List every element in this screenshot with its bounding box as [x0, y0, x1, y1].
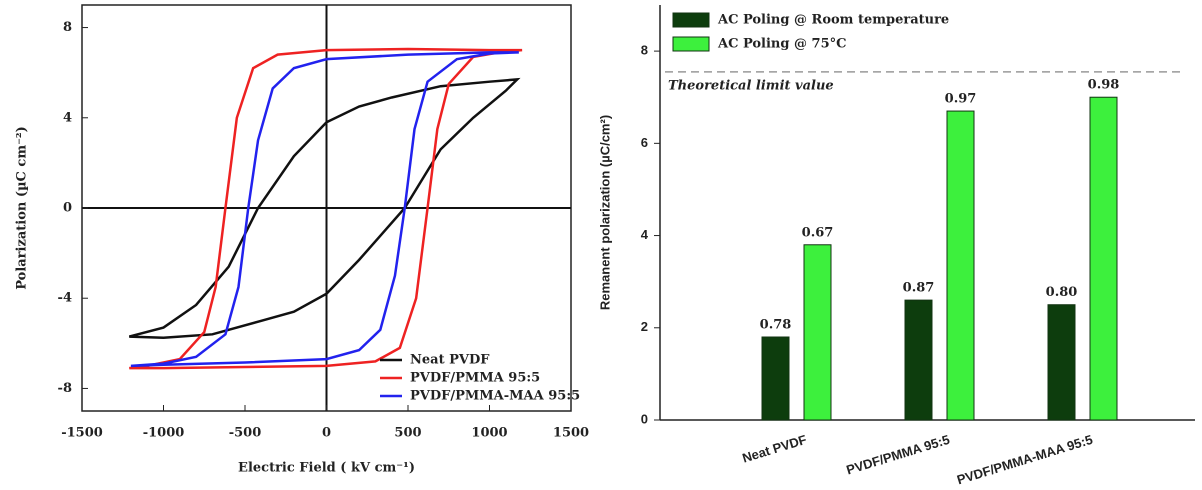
y-tick-label: 8 — [641, 43, 648, 58]
y-tick-label: 2 — [641, 319, 648, 334]
x-tick-label: PVDF/PMMA-MAA 95:5 — [955, 432, 1094, 488]
bar — [946, 110, 975, 421]
y-tick-label: -4 — [58, 291, 72, 306]
bar — [1047, 304, 1076, 421]
x-tick-label: -1500 — [61, 426, 103, 441]
x-tick-label: PVDF/PMMA 95:5 — [845, 432, 952, 478]
bar-annotation: 0.87 — [903, 281, 935, 296]
y-tick-label: 4 — [63, 110, 72, 125]
y-tick-label: 4 — [641, 227, 649, 242]
x-tick-label: 1000 — [471, 426, 507, 441]
bar-annotation: 0.98 — [1088, 78, 1120, 93]
bar — [803, 244, 832, 421]
legend-label: PVDF/PMMA 95:5 — [410, 371, 540, 386]
reference-label: Theoretical limit value — [668, 78, 834, 93]
legend-swatch — [672, 36, 710, 52]
y-tick-label: -8 — [58, 381, 72, 396]
x-tick-label: 1500 — [553, 426, 589, 441]
y-tick-label: 8 — [63, 20, 72, 35]
hysteresis-loop — [130, 51, 519, 368]
hysteresis-loop — [129, 47, 523, 370]
legend-label: PVDF/PMMA-MAA 95:5 — [410, 389, 580, 404]
y-tick-label: 0 — [641, 411, 648, 426]
legend-label: AC Poling @ Room temperature — [717, 13, 949, 28]
hysteresis-loop — [128, 77, 521, 339]
x-tick-label: Neat PVDF — [740, 432, 808, 466]
bar-annotation: 0.80 — [1046, 285, 1078, 300]
bar-annotation: 0.67 — [802, 225, 834, 240]
bar — [1089, 96, 1118, 421]
x-tick-label: 0 — [322, 426, 331, 441]
bar-annotation: 0.78 — [760, 318, 792, 333]
x-tick-label: -500 — [229, 426, 262, 441]
legend-label: AC Poling @ 75°C — [717, 37, 846, 52]
x-tick-label: -1000 — [143, 426, 185, 441]
legend-label: Neat PVDF — [410, 353, 490, 368]
x-tick-label: 500 — [394, 426, 421, 441]
bar — [761, 336, 790, 421]
x-axis-label: Electric Field ( kV cm⁻¹) — [238, 461, 415, 476]
y-axis-label: Remanent polarization (µC/cm²) — [597, 115, 612, 310]
bar — [904, 299, 933, 421]
bar-annotation: 0.97 — [945, 92, 977, 107]
y-tick-label: 6 — [641, 135, 648, 150]
y-axis-label: Polarization (µC cm⁻²) — [15, 126, 30, 290]
legend-swatch — [672, 12, 710, 28]
y-tick-label: 0 — [63, 201, 72, 216]
